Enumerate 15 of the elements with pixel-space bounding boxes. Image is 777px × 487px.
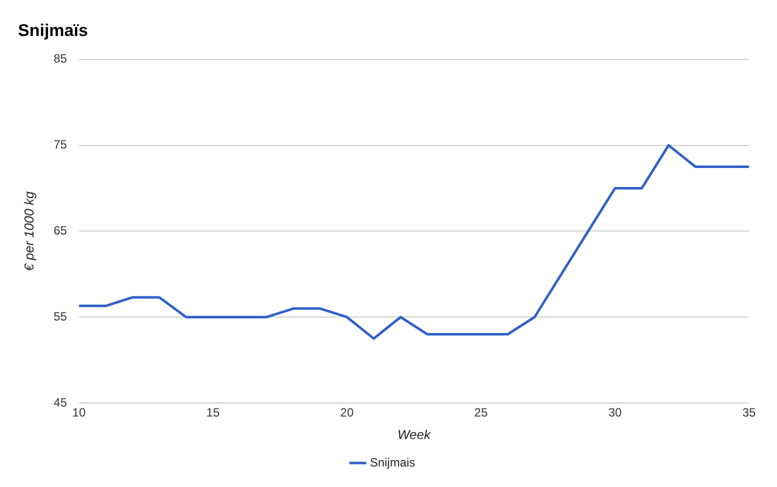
x-tick-label: 35 xyxy=(742,406,756,420)
y-tick-label: 55 xyxy=(54,309,68,324)
x-tick-label: 10 xyxy=(72,406,86,420)
y-tick-label: 45 xyxy=(54,395,68,410)
y-tick-label: 75 xyxy=(54,138,68,152)
y-axis-title: € per 1000 kg xyxy=(21,190,36,271)
legend-label: Snijmais xyxy=(370,455,416,470)
y-tick-label: 85 xyxy=(54,52,68,66)
x-tick-label: 30 xyxy=(608,406,622,420)
x-tick-label: 20 xyxy=(340,406,354,420)
x-tick-label: 25 xyxy=(474,406,488,420)
y-tick-label: 65 xyxy=(54,224,68,238)
chart-title: Snijmaïs xyxy=(18,20,88,40)
x-tick-label: 15 xyxy=(206,406,220,420)
x-axis-title: Week xyxy=(397,426,432,442)
